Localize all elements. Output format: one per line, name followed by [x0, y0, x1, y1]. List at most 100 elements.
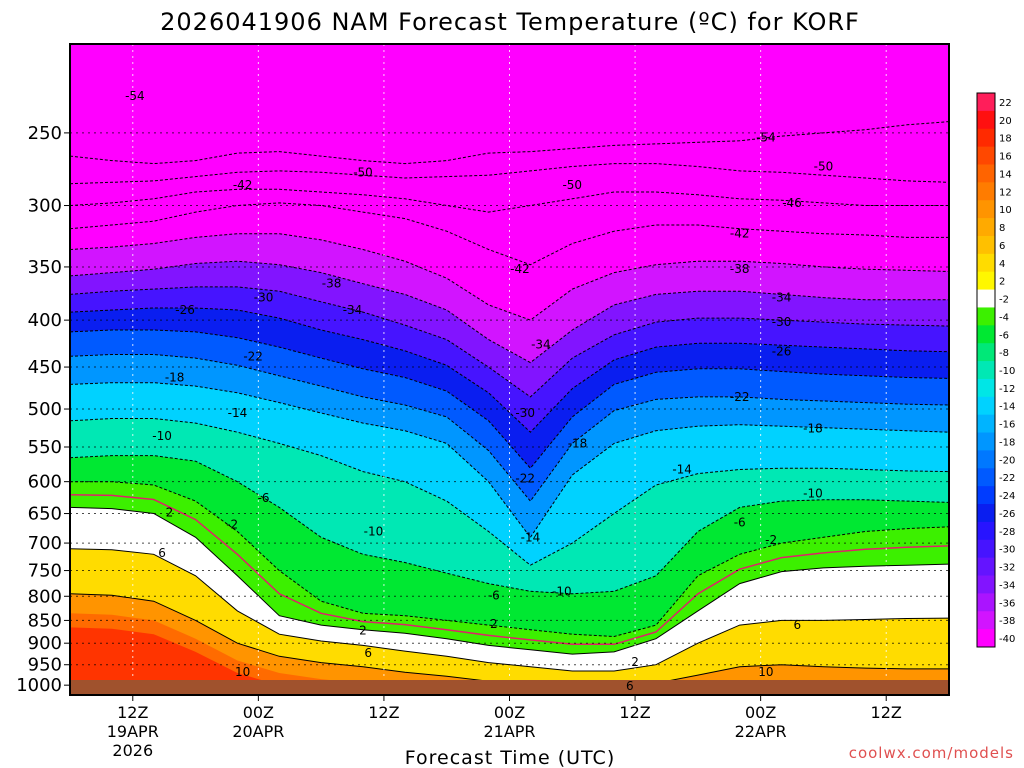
colorbar-label: 8: [999, 223, 1005, 234]
colorbar-swatch: [977, 629, 995, 648]
colorbar-label: -18: [999, 437, 1015, 448]
colorbar-swatch: [977, 200, 995, 219]
isotherm-contours: [70, 121, 949, 688]
colorbar-label: -36: [999, 598, 1015, 609]
isotherm-line--18: [70, 354, 949, 502]
pressure-axis: 2503003504004505005506006507007508008509…: [16, 123, 70, 696]
colorbar-swatch: [977, 164, 995, 183]
colorbar-swatch: [977, 182, 995, 201]
contour-label: -22: [515, 471, 535, 485]
isotherm-line--42: [70, 202, 949, 266]
contour-label: -42: [510, 262, 530, 276]
contour-label: 6: [626, 679, 634, 693]
pressure-tick-label: 350: [28, 257, 62, 278]
isotherm-line--14: [70, 382, 949, 539]
colorbar-label: 16: [999, 152, 1012, 163]
colorbar-label: 2: [999, 277, 1005, 288]
contour-label: -26: [175, 303, 195, 317]
contour-label: -10: [364, 525, 384, 539]
isotherm-line--30: [70, 286, 949, 398]
contour-labels: -54-54-50-50-50-46-42-42-42-38-38-34-34-…: [125, 89, 833, 693]
contour-label: -14: [672, 463, 692, 477]
contour-label: -30: [515, 406, 535, 420]
colorbar-label: -4: [999, 312, 1009, 323]
contour-label: -42: [233, 178, 253, 192]
colorbar-swatch: [977, 307, 995, 326]
colorbar-swatch: [977, 218, 995, 237]
pressure-tick-label: 450: [28, 357, 62, 378]
isotherm-line--22: [70, 329, 949, 469]
contour-label: -34: [343, 303, 363, 317]
colorbar-swatch: [977, 611, 995, 630]
contour-label: 6: [158, 546, 166, 560]
colorbar-swatch: [977, 557, 995, 577]
colorbar-swatch: [977, 253, 995, 273]
time-tick-label: 21APR: [483, 722, 535, 741]
contour-label: -46: [782, 196, 802, 210]
temperature-fill-layers: [70, 233, 949, 695]
colorbar-label: -2: [999, 295, 1009, 306]
colorbar-swatch: [977, 361, 995, 380]
contour-label: -18: [568, 436, 588, 450]
contour-label: 2: [166, 505, 174, 519]
colorbar-swatch: [977, 146, 995, 165]
colorbar-label: 4: [999, 259, 1005, 270]
colorbar-label: -34: [999, 580, 1015, 591]
colorbar-label: 10: [999, 205, 1012, 216]
contour-label: -54: [756, 131, 776, 145]
pressure-tick-label: 950: [28, 655, 62, 676]
pressure-tick-label: 650: [28, 504, 62, 525]
credit-link[interactable]: coolwx.com/models: [849, 744, 1014, 762]
contour-label: -26: [772, 345, 792, 359]
colorbar-label: -6: [999, 330, 1009, 341]
temperature-band-10: [70, 593, 949, 695]
colorbar-swatch: [977, 378, 995, 398]
contour-label: -2: [226, 517, 238, 531]
contour-label: 2: [359, 624, 367, 638]
colorbar-label: 20: [999, 116, 1012, 127]
colorbar-label: -38: [999, 616, 1015, 627]
chart-title: 2026041906 NAM Forecast Temperature (ºC)…: [160, 8, 860, 36]
contour-label: -50: [353, 165, 373, 179]
contour-label: -22: [730, 390, 750, 404]
pressure-tick-label: 400: [28, 310, 62, 331]
time-tick-label: 20APR: [232, 722, 284, 741]
colorbar-swatch: [977, 396, 995, 416]
contour-label: 10: [758, 665, 773, 679]
colorbar-label: -24: [999, 491, 1015, 502]
temperature-band-warm-1: [70, 613, 949, 695]
colorbar-swatch: [977, 486, 995, 505]
pressure-tick-label: 500: [28, 399, 62, 420]
contour-label: -34: [531, 337, 551, 351]
contour-label: -6: [258, 491, 270, 505]
pressure-tick-label: 250: [28, 123, 62, 144]
pressure-tick-label: 300: [28, 196, 62, 217]
colorbar-label: 12: [999, 187, 1012, 198]
contour-label: -18: [803, 421, 823, 435]
colorbar-label: -8: [999, 348, 1009, 359]
colorbar-swatch: [977, 325, 995, 344]
time-tick-label: 12Z: [871, 703, 902, 722]
pressure-tick-label: 1000: [16, 675, 62, 696]
contour-label: -50: [814, 159, 834, 173]
colorbar-swatch: [977, 575, 995, 594]
colorbar-swatch: [977, 289, 995, 308]
isotherm-line--46: [70, 188, 949, 213]
contour-label: -14: [521, 530, 541, 544]
colorbar-label: -26: [999, 509, 1015, 520]
time-tick-label: 19APR: [107, 722, 159, 741]
contour-label: -10: [803, 486, 823, 500]
contour-label: -50: [562, 178, 582, 192]
colorbar-label: 18: [999, 134, 1012, 145]
colorbar-swatch: [977, 93, 995, 112]
colorbar-label: 22: [999, 98, 1012, 109]
isotherm-line-2: [70, 506, 949, 655]
pressure-tick-label: 800: [28, 586, 62, 607]
contour-label: -38: [730, 262, 750, 276]
ground-strip: [70, 680, 949, 695]
contour-label: -6: [734, 516, 746, 530]
colorbar-label: -28: [999, 527, 1015, 538]
pressure-tick-label: 750: [28, 561, 62, 582]
